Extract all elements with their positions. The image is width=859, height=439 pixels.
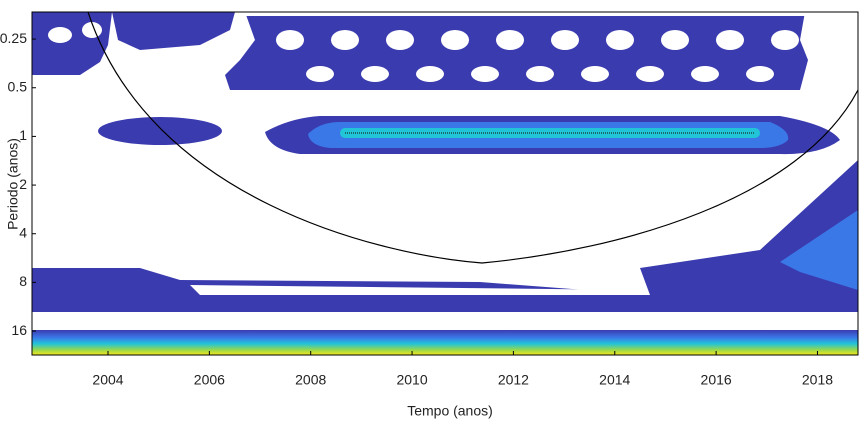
y-tick-label: 1 [19, 127, 27, 143]
page: {"chart_data": {"type": "wavelet", "x_la… [0, 0, 859, 439]
x-axis-label: Tempo (anos) [407, 403, 493, 419]
power-contours [32, 12, 858, 355]
x-tick-label: 2012 [498, 372, 529, 388]
y-tick-label: 8 [19, 273, 27, 289]
y-tick-label: 2 [19, 176, 27, 192]
y-tick-label: 0.5 [8, 78, 28, 94]
x-tick-label: 2014 [599, 372, 630, 388]
x-tick-label: 2004 [92, 372, 123, 388]
y-tick-label: 4 [19, 224, 27, 240]
x-tick-label: 2018 [802, 372, 833, 388]
y-tick-label: 16 [11, 322, 27, 338]
x-tick-label: 2008 [295, 372, 326, 388]
y-tick-label: 0.25 [0, 30, 27, 46]
chart: Tempo (anos) Periodo (anos) 200420062008… [0, 0, 859, 434]
x-tick-label: 2006 [194, 372, 225, 388]
x-tick-label: 2010 [396, 372, 427, 388]
x-tick-label: 2016 [701, 372, 732, 388]
